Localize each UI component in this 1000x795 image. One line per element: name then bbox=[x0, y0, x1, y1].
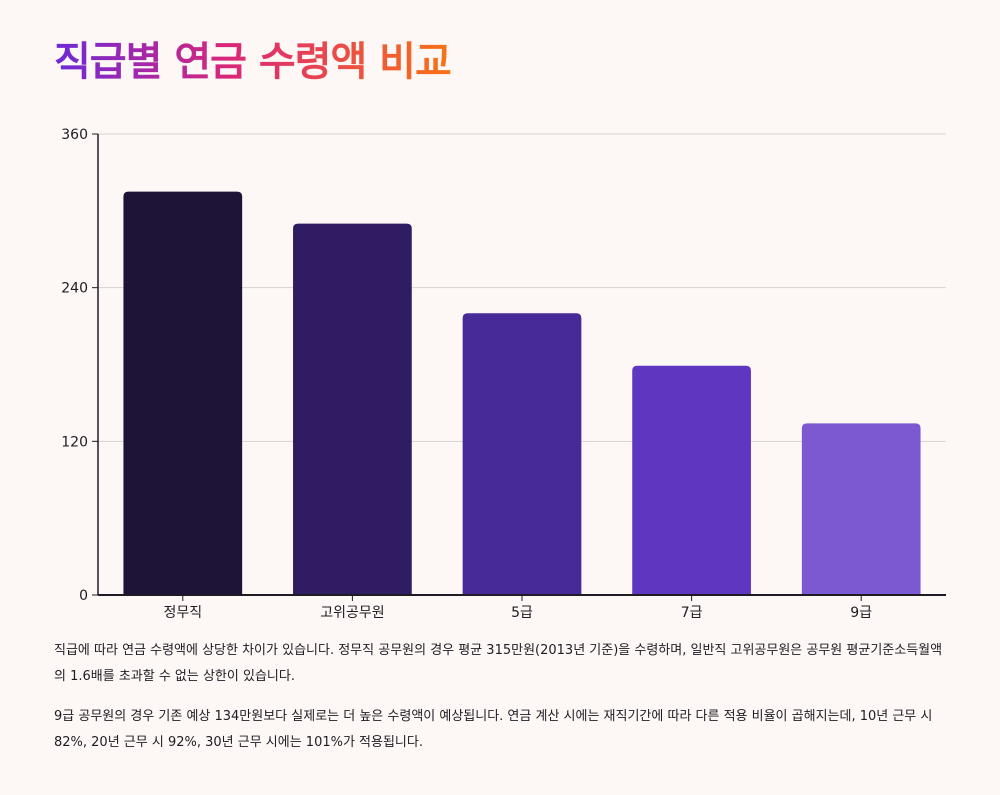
y-tick-label: 0 bbox=[79, 588, 88, 604]
bar bbox=[801, 423, 921, 595]
axes bbox=[92, 133, 946, 601]
bar bbox=[462, 313, 582, 595]
chart-area: 0 120 240 360 정무직 고위공무원 5급 7급 9급 bbox=[61, 127, 946, 621]
y-tick-label: 240 bbox=[61, 281, 88, 297]
chart-title: 직급별 연금 수령액 비교 bbox=[54, 36, 452, 88]
description-paragraph-1: 직급에 따라 연금 수령액에 상당한 차이가 있습니다. 정무직 공무원의 경우… bbox=[54, 643, 943, 684]
y-tick-labels: 0 120 240 360 bbox=[61, 127, 88, 604]
x-tick-label: 정무직 bbox=[163, 605, 202, 621]
description-paragraph-2: 9급 공무원의 경우 기존 예상 134만원보다 실제로는 더 높은 수령액이 … bbox=[54, 709, 933, 750]
x-tick-labels: 정무직 고위공무원 5급 7급 9급 bbox=[163, 605, 872, 621]
bars bbox=[123, 191, 921, 595]
y-tick-label: 360 bbox=[61, 127, 88, 143]
x-tick-label: 고위공무원 bbox=[320, 605, 384, 621]
bar bbox=[123, 191, 243, 595]
bar-chart: 0 120 240 360 정무직 고위공무원 5급 7급 9급 bbox=[61, 127, 946, 621]
y-tick-label: 120 bbox=[61, 434, 88, 450]
x-tick-label: 5급 bbox=[511, 605, 533, 621]
x-tick-label: 9급 bbox=[850, 605, 872, 621]
x-tick-label: 7급 bbox=[681, 605, 703, 621]
bar bbox=[632, 365, 751, 595]
bar bbox=[293, 223, 412, 595]
